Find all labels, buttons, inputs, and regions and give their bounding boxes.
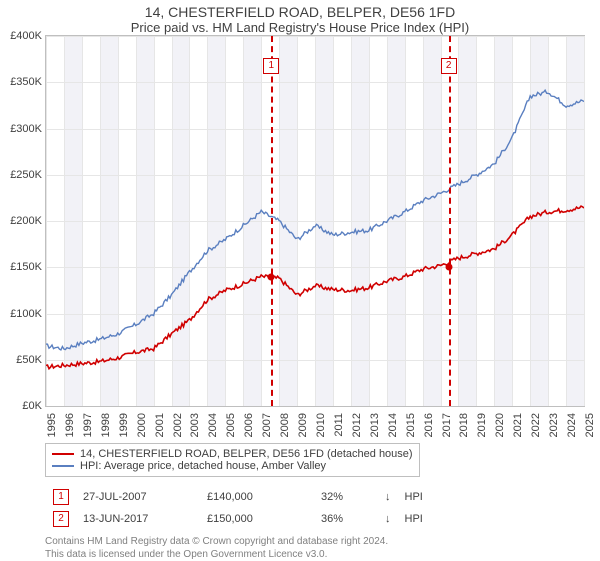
transaction-price: £140,000 [201, 487, 313, 507]
chart-plot-area: £0K£50K£100K£150K£200K£250K£300K£350K£40… [45, 35, 585, 407]
x-axis-label: 2013 [369, 413, 381, 443]
x-axis-label: 2023 [548, 413, 560, 443]
sale-marker-box: 2 [441, 58, 457, 74]
y-axis-label: £400K [4, 30, 42, 42]
x-axis-label: 2018 [458, 413, 470, 443]
transaction-price: £150,000 [201, 509, 313, 529]
x-axis-label: 1997 [82, 413, 94, 443]
sale-marker-dot [445, 264, 452, 271]
transaction-row: 2 13-JUN-2017£150,00036%↓HPI [47, 509, 429, 529]
x-axis-label: 2021 [512, 413, 524, 443]
transaction-num-box: 2 [53, 511, 69, 527]
chart-title: 14, CHESTERFIELD ROAD, BELPER, DE56 1FD … [0, 0, 600, 35]
chart-lines-svg [46, 36, 584, 406]
y-axis-label: £300K [4, 123, 42, 135]
attribution-line1: Contains HM Land Registry data © Crown c… [45, 535, 585, 548]
transaction-row: 1 27-JUL-2007£140,00032%↓HPI [47, 487, 429, 507]
x-axis-label: 2008 [279, 413, 291, 443]
x-axis-label: 2020 [494, 413, 506, 443]
x-axis-label: 2012 [351, 413, 363, 443]
legend-swatch [52, 453, 74, 455]
legend-label: HPI: Average price, detached house, Ambe… [80, 460, 326, 472]
x-axis-label: 2025 [584, 413, 596, 443]
x-axis-label: 2011 [333, 413, 345, 443]
x-axis-label: 2009 [297, 413, 309, 443]
transaction-date: 27-JUL-2007 [77, 487, 199, 507]
y-axis-label: £250K [4, 169, 42, 181]
x-axis-label: 2000 [136, 413, 148, 443]
chart-footer: 14, CHESTERFIELD ROAD, BELPER, DE56 1FD … [45, 443, 585, 561]
gridline-vertical [584, 36, 585, 406]
sale-marker-line [449, 36, 451, 406]
attribution-line2: This data is licensed under the Open Gov… [45, 548, 585, 561]
transaction-vs: HPI [399, 509, 429, 529]
x-axis-label: 2006 [243, 413, 255, 443]
attribution: Contains HM Land Registry data © Crown c… [45, 535, 585, 561]
x-axis-label: 2005 [225, 413, 237, 443]
x-axis-label: 1995 [46, 413, 58, 443]
transactions-table: 1 27-JUL-2007£140,00032%↓HPI 2 13-JUN-2017£… [45, 485, 431, 531]
y-axis-label: £0K [4, 400, 42, 412]
x-axis-label: 2003 [189, 413, 201, 443]
series-line [46, 90, 584, 350]
x-axis-label: 2010 [315, 413, 327, 443]
x-axis-label: 1999 [118, 413, 130, 443]
x-axis-label: 2024 [566, 413, 578, 443]
transaction-arrow-icon: ↓ [379, 509, 397, 529]
x-axis-label: 2002 [172, 413, 184, 443]
transaction-num-box: 1 [53, 489, 69, 505]
y-axis-label: £150K [4, 261, 42, 273]
x-axis-label: 2015 [405, 413, 417, 443]
x-axis-label: 2004 [207, 413, 219, 443]
transaction-vs: HPI [399, 487, 429, 507]
legend-row: HPI: Average price, detached house, Ambe… [52, 460, 413, 472]
transaction-date: 13-JUN-2017 [77, 509, 199, 529]
legend-row: 14, CHESTERFIELD ROAD, BELPER, DE56 1FD … [52, 448, 413, 460]
series-line [46, 206, 584, 369]
title-line1: 14, CHESTERFIELD ROAD, BELPER, DE56 1FD [0, 4, 600, 20]
x-axis-label: 2007 [261, 413, 273, 443]
legend: 14, CHESTERFIELD ROAD, BELPER, DE56 1FD … [45, 443, 420, 477]
sale-marker-line [271, 36, 273, 406]
x-axis-label: 2017 [441, 413, 453, 443]
transaction-arrow-icon: ↓ [379, 487, 397, 507]
x-axis-label: 2016 [423, 413, 435, 443]
x-axis-label: 1996 [64, 413, 76, 443]
x-axis-label: 2022 [530, 413, 542, 443]
sale-marker-dot [268, 273, 275, 280]
sale-marker-box: 1 [263, 58, 279, 74]
y-axis-label: £100K [4, 308, 42, 320]
x-axis-label: 2014 [387, 413, 399, 443]
transaction-pct: 32% [315, 487, 377, 507]
y-axis-label: £350K [4, 76, 42, 88]
y-axis-label: £50K [4, 354, 42, 366]
y-axis-label: £200K [4, 215, 42, 227]
x-axis-label: 1998 [100, 413, 112, 443]
transaction-pct: 36% [315, 509, 377, 529]
x-axis-label: 2001 [154, 413, 166, 443]
legend-swatch [52, 465, 74, 467]
title-line2: Price paid vs. HM Land Registry's House … [0, 20, 600, 35]
legend-label: 14, CHESTERFIELD ROAD, BELPER, DE56 1FD … [80, 448, 413, 460]
x-axis-label: 2019 [476, 413, 488, 443]
